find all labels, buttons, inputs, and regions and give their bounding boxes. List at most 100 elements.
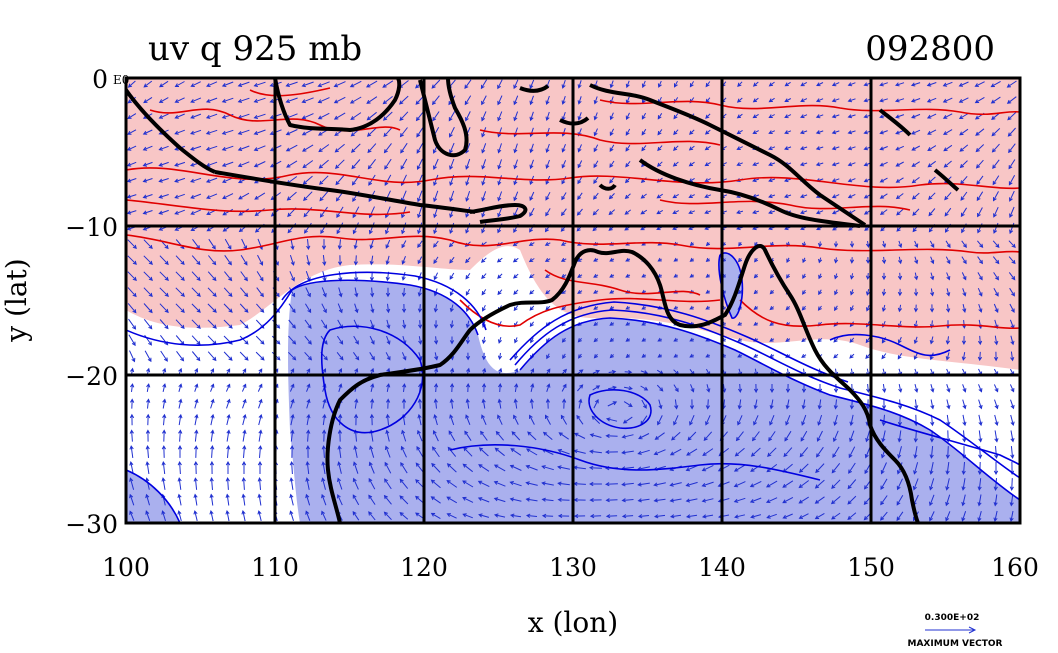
wind-vector-arrow xyxy=(1010,399,1015,410)
wind-vector-arrow xyxy=(317,81,330,88)
wind-vector-arrow xyxy=(833,241,839,248)
wind-vector-arrow xyxy=(625,353,630,358)
wind-vector-arrow xyxy=(384,174,392,187)
wind-vector-arrow xyxy=(161,510,166,522)
wind-vector-arrow xyxy=(817,241,823,248)
wind-vector-arrow xyxy=(239,319,249,329)
wind-vector-arrow xyxy=(174,113,185,119)
wind-vector-arrow xyxy=(319,191,329,202)
wind-vector-arrow xyxy=(637,498,650,503)
wind-vector-arrow xyxy=(849,337,855,343)
coastline-new-guinea xyxy=(589,83,867,227)
wind-vector-arrow xyxy=(786,257,791,264)
wind-vector-arrow xyxy=(640,209,648,215)
wind-vector-arrow xyxy=(946,304,951,313)
wind-vector-arrow xyxy=(815,446,824,458)
wind-vector-arrow xyxy=(513,305,519,312)
wind-vector-arrow xyxy=(354,287,359,298)
wind-vector-arrow xyxy=(402,319,407,330)
wind-vector-arrow xyxy=(622,416,633,424)
wind-vector-arrow xyxy=(896,494,904,506)
wind-vector-arrow xyxy=(321,445,326,458)
wind-vector-arrow xyxy=(416,158,423,171)
wind-vector-arrow xyxy=(289,510,294,521)
x-tick-label: 100 xyxy=(102,553,150,582)
wind-vector-arrow xyxy=(752,97,759,103)
wind-vector-arrow xyxy=(798,463,809,473)
wind-vector-arrow xyxy=(526,448,538,456)
wind-vector-arrow xyxy=(433,398,438,409)
wind-vector-arrow xyxy=(737,321,743,326)
wind-vector-arrow xyxy=(929,446,934,459)
wind-vector-arrow xyxy=(529,398,534,409)
wind-vector-arrow xyxy=(285,97,298,103)
wind-vector-arrow xyxy=(753,289,758,295)
wind-vector-arrow xyxy=(529,305,535,311)
wind-vector-arrow xyxy=(881,353,887,360)
wind-vector-arrow xyxy=(753,353,759,358)
wind-vector-arrow xyxy=(704,178,711,182)
wind-vector-arrow xyxy=(497,207,503,218)
wind-vector-arrow xyxy=(482,304,486,312)
wind-vector-arrow xyxy=(733,481,746,488)
wind-vector-arrow xyxy=(465,190,471,202)
wind-vector-arrow xyxy=(207,351,217,362)
wind-vector-arrow xyxy=(449,256,455,264)
wind-vector-arrow xyxy=(993,462,999,476)
wind-vector-arrow xyxy=(593,338,599,343)
wind-vector-arrow xyxy=(254,192,266,200)
wind-vector-arrow xyxy=(336,351,344,361)
wind-vector-arrow xyxy=(399,127,408,138)
wind-vector-arrow xyxy=(831,82,840,87)
wind-vector-arrow xyxy=(895,161,904,167)
wind-vector-arrow xyxy=(237,81,250,87)
wind-vector-arrow xyxy=(736,146,743,150)
wind-vector-arrow xyxy=(401,352,407,361)
wind-vector-arrow xyxy=(208,238,216,250)
wind-vector-arrow xyxy=(352,206,360,219)
wind-vector-arrow xyxy=(977,256,984,265)
wind-vector-arrow xyxy=(350,112,362,121)
wind-vector-arrow xyxy=(237,97,250,103)
wind-vector-arrow xyxy=(689,257,694,262)
wind-vector-arrow xyxy=(162,383,167,393)
wind-vector-arrow xyxy=(401,256,406,265)
wind-vector-arrow xyxy=(800,114,808,119)
wind-vector-arrow xyxy=(210,445,215,458)
wind-vector-arrow xyxy=(847,162,856,167)
wind-vector-arrow xyxy=(577,80,582,89)
wind-vector-arrow xyxy=(689,129,695,135)
wind-vector-arrow xyxy=(944,192,952,201)
wind-vector-arrow xyxy=(528,258,535,263)
wind-vector-arrow xyxy=(768,431,776,442)
wind-vector-arrow xyxy=(882,384,887,393)
negative-humidity-region xyxy=(288,280,1020,523)
wind-vector-arrow xyxy=(768,194,776,199)
wind-vector-arrow xyxy=(1008,175,1016,186)
wind-vector-arrow xyxy=(174,97,185,103)
wind-vector-arrow xyxy=(301,113,314,120)
wind-vector-arrow xyxy=(558,432,569,440)
wind-vector-arrow xyxy=(127,271,137,282)
wind-vector-arrow xyxy=(497,414,503,425)
wind-vector-arrow xyxy=(913,352,918,360)
wind-vector-arrow xyxy=(478,464,490,472)
wind-vector-arrow xyxy=(162,413,167,426)
wind-vector-arrow xyxy=(911,176,920,184)
wind-vector-arrow xyxy=(609,273,615,278)
wind-vector-arrow xyxy=(896,208,904,216)
coastline-australia xyxy=(325,244,920,523)
wind-vector-arrow xyxy=(815,463,825,474)
wind-vector-arrow xyxy=(895,193,904,200)
wind-vector-arrow xyxy=(589,449,602,454)
wind-vector-arrow xyxy=(881,272,887,281)
wind-vector-arrow xyxy=(815,98,824,103)
wind-vector-arrow xyxy=(816,430,823,442)
wind-vector-arrow xyxy=(417,256,423,265)
wind-vector-arrow xyxy=(225,460,231,474)
wind-vector-arrow xyxy=(961,240,967,249)
wind-vector-arrow xyxy=(205,113,218,119)
wind-vector-arrow xyxy=(592,385,601,391)
wind-vector-arrow xyxy=(992,175,1000,186)
wind-vector-arrow xyxy=(959,144,969,152)
